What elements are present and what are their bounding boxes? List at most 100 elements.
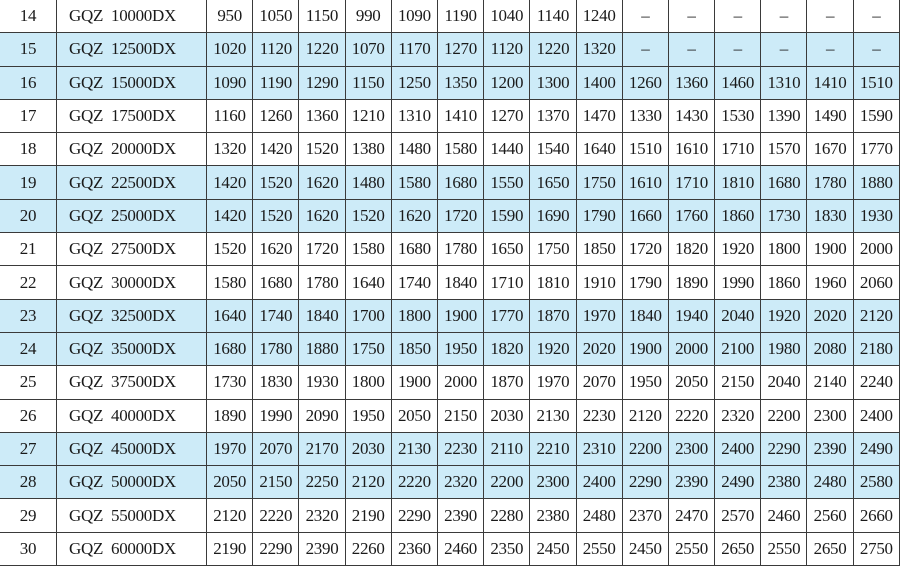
row-number-cell: 23 [0, 298, 57, 333]
value-cell: 1970 [575, 298, 623, 333]
value-cell: 950 [206, 0, 254, 34]
value-cell: 1900 [806, 232, 854, 267]
value-cell: 1900 [390, 365, 438, 400]
value-cell: 2030 [483, 398, 531, 433]
value-cell: 2020 [575, 331, 623, 367]
value-cell: 2390 [667, 465, 716, 500]
value-cell: 2120 [852, 298, 900, 333]
value-cell: 2350 [483, 531, 531, 567]
value-cell: – [621, 0, 669, 34]
model-cell: GQZ 25000DX [55, 198, 208, 234]
value-cell: 1850 [390, 331, 438, 367]
value-cell: 1890 [206, 398, 254, 433]
model-cell: GQZ 22500DX [55, 165, 208, 200]
value-cell: 1350 [436, 65, 485, 100]
model-cell: GQZ 10000DX [55, 0, 208, 34]
value-cell: 1220 [298, 32, 346, 67]
value-cell: 1530 [714, 98, 762, 134]
value-cell: 1310 [390, 98, 438, 134]
value-cell: 1860 [714, 198, 762, 234]
model-cell: GQZ 40000DX [55, 398, 208, 433]
value-cell: 2750 [852, 531, 900, 567]
value-cell: 1270 [436, 32, 485, 67]
model-cell: GQZ 35000DX [55, 331, 208, 367]
value-cell: 1950 [436, 331, 485, 367]
value-cell: 1980 [760, 331, 808, 367]
value-cell: 1520 [252, 165, 300, 200]
value-cell: 1580 [390, 165, 438, 200]
value-cell: 1880 [852, 165, 900, 200]
table-row: 24 GQZ 35000DX 1680 1780 1880 1750 1850 1950 182… [0, 331, 900, 367]
value-cell: 2480 [575, 498, 623, 533]
value-cell: 2580 [852, 465, 900, 500]
value-cell: 1410 [436, 98, 485, 134]
value-cell: 1240 [575, 0, 623, 34]
value-cell: 1650 [529, 165, 577, 200]
value-cell: 2040 [714, 298, 762, 333]
value-cell: 1990 [252, 398, 300, 433]
value-cell: 2290 [621, 465, 669, 500]
value-cell: 1150 [298, 0, 346, 34]
value-cell: 2320 [714, 398, 762, 433]
value-cell: 1710 [714, 132, 762, 167]
value-cell: 2000 [667, 331, 716, 367]
value-cell: 2320 [298, 498, 346, 533]
value-cell: 1660 [621, 198, 669, 234]
value-cell: 1800 [344, 365, 392, 400]
value-cell: – [621, 32, 669, 67]
value-cell: 1360 [667, 65, 716, 100]
table-row: 30 GQZ 60000DX 2190 2290 2390 2260 2360 2460 235… [0, 531, 900, 567]
value-cell: 2300 [529, 465, 577, 500]
value-cell: 1310 [760, 65, 808, 100]
value-cell: 2300 [667, 431, 716, 467]
value-cell: 1920 [714, 232, 762, 267]
value-cell: 1850 [575, 232, 623, 267]
table-row: 22 GQZ 30000DX 1580 1680 1780 1640 1740 1840 171… [0, 265, 900, 300]
value-cell: 1990 [714, 265, 762, 300]
value-cell: 2370 [621, 498, 669, 533]
value-cell: 2200 [760, 398, 808, 433]
value-cell: 1400 [575, 65, 623, 100]
value-cell: 1720 [436, 198, 485, 234]
value-cell: 1590 [852, 98, 900, 134]
value-cell: 1720 [298, 232, 346, 267]
value-cell: 2120 [621, 398, 669, 433]
value-cell: 2570 [714, 498, 762, 533]
value-cell: 1140 [529, 0, 577, 34]
value-cell: 1320 [206, 132, 254, 167]
row-number-cell: 22 [0, 265, 57, 300]
value-cell: 2130 [529, 398, 577, 433]
value-cell: 1940 [667, 298, 716, 333]
value-cell: 1810 [714, 165, 762, 200]
value-cell: 2220 [390, 465, 438, 500]
value-cell: 2220 [252, 498, 300, 533]
value-cell: 1480 [390, 132, 438, 167]
value-cell: 1220 [529, 32, 577, 67]
value-cell: 1380 [344, 132, 392, 167]
row-number-cell: 19 [0, 165, 57, 200]
value-cell: 2450 [621, 531, 669, 567]
value-cell: – [760, 32, 808, 67]
value-cell: 1840 [621, 298, 669, 333]
value-cell: 2110 [483, 431, 531, 467]
row-number-cell: 28 [0, 465, 57, 500]
value-cell: 1410 [806, 65, 854, 100]
model-cell: GQZ 55000DX [55, 498, 208, 533]
row-number-cell: 26 [0, 398, 57, 433]
value-cell: 2380 [760, 465, 808, 500]
value-cell: 2450 [529, 531, 577, 567]
value-cell: 1490 [806, 98, 854, 134]
value-cell: 2130 [390, 431, 438, 467]
value-cell: 1620 [298, 198, 346, 234]
value-cell: 1590 [483, 198, 531, 234]
value-cell: 1360 [298, 98, 346, 134]
table-row: 19 GQZ 22500DX 1420 1520 1620 1480 1580 1680 155… [0, 165, 900, 200]
value-cell: 1020 [206, 32, 254, 67]
value-cell: 2180 [852, 331, 900, 367]
value-cell: 2320 [436, 465, 485, 500]
value-cell: 1680 [252, 265, 300, 300]
value-cell: 2150 [252, 465, 300, 500]
value-cell: 1550 [483, 165, 531, 200]
value-cell: 1920 [760, 298, 808, 333]
value-cell: 1540 [529, 132, 577, 167]
